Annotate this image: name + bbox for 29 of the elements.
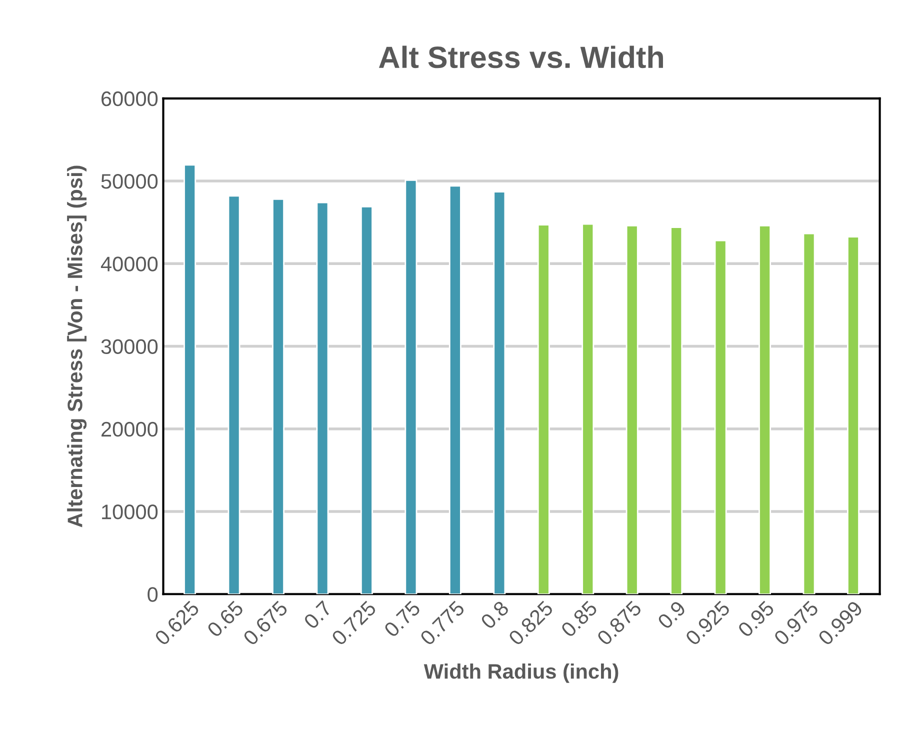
- y-axis-title: Alternating Stress [Von - Mises] (psi): [67, 166, 87, 528]
- bar: [670, 226, 683, 594]
- bar: [184, 164, 196, 594]
- bar: [847, 236, 860, 594]
- x-tick-label: 0.9: [656, 600, 686, 630]
- bar: [493, 191, 506, 594]
- bar: [448, 185, 462, 594]
- y-tick-label: 50000: [101, 174, 158, 189]
- bar: [272, 198, 284, 594]
- bar: [626, 224, 638, 594]
- bar: [714, 240, 727, 594]
- y-tick-label: 20000: [102, 422, 158, 437]
- y-tick-label: 30000: [101, 339, 158, 354]
- y-tick-label: 10000: [102, 504, 158, 520]
- y-tick-label: 60000: [102, 91, 158, 106]
- bar: [758, 224, 772, 594]
- x-tick-label: 0.8: [480, 600, 510, 630]
- bar: [537, 224, 550, 594]
- bar: [802, 232, 816, 594]
- x-tick-label: 0.7: [302, 600, 333, 630]
- bar: [360, 206, 373, 594]
- bar: [582, 223, 594, 594]
- y-tick-label: 0: [148, 587, 158, 602]
- y-tick-label: 40000: [100, 256, 158, 272]
- x-axis-title: Width Radius (inch): [424, 663, 618, 683]
- bar: [316, 202, 329, 594]
- bar: [228, 195, 240, 594]
- chart-title: Alt Stress vs. Width: [378, 46, 663, 68]
- bar: [404, 180, 418, 594]
